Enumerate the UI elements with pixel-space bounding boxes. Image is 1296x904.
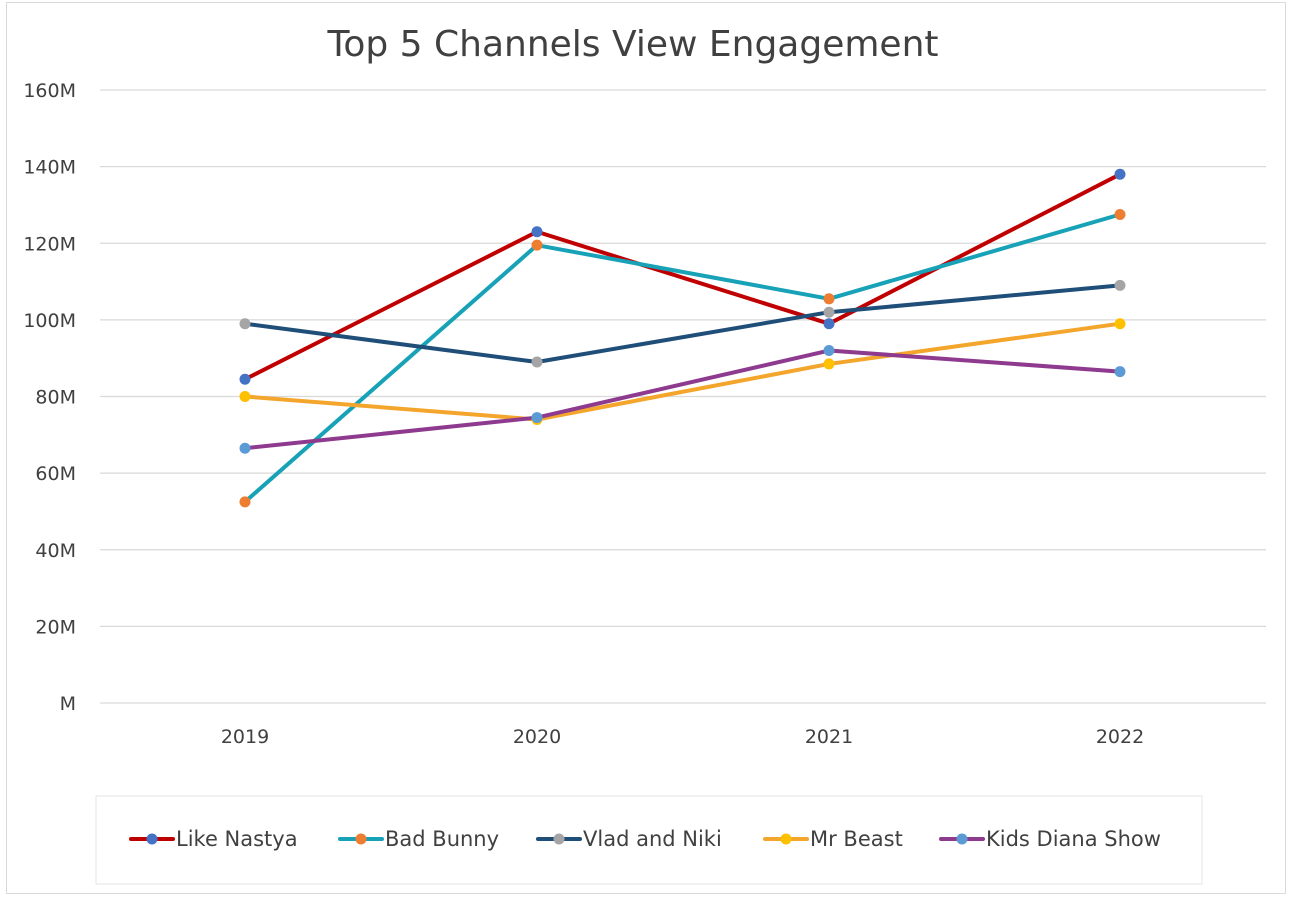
y-tick-label: 80M [35, 387, 76, 409]
legend-label: Vlad and Niki [583, 827, 722, 851]
legend-swatch-marker [355, 833, 367, 845]
data-point [531, 226, 543, 238]
y-tick-label: 160M [23, 80, 76, 102]
y-axis-ticks: M 20M 40M 60M 80M 100M 120M 140M 160M [23, 80, 76, 715]
data-point [1114, 209, 1126, 221]
data-point [1114, 318, 1126, 330]
x-tick-label: 2022 [1096, 726, 1144, 748]
y-tick-label: 100M [23, 310, 76, 332]
y-tick-label: 60M [35, 463, 76, 485]
series-line [243, 348, 1122, 451]
y-tick-label: 120M [23, 233, 76, 255]
legend-swatch-marker [780, 833, 792, 845]
data-point [531, 356, 543, 368]
y-tick-label: M [60, 693, 76, 715]
legend-label: Kids Diana Show [986, 827, 1161, 851]
data-point [239, 318, 251, 330]
data-point [1114, 168, 1126, 180]
data-point [823, 345, 835, 357]
data-point [239, 373, 251, 385]
series-line [243, 172, 1122, 382]
legend-box [95, 795, 1203, 885]
data-point [823, 318, 835, 330]
series-line [243, 321, 1122, 422]
legend: Like Nastya Bad Bunny Vlad and Niki Mr Beas… [129, 827, 1161, 851]
data-point [823, 293, 835, 305]
x-tick-label: 2020 [513, 726, 561, 748]
chart-title: Top 5 Channels View Engagement [326, 24, 938, 65]
data-point [531, 239, 543, 251]
legend-swatch-marker [956, 833, 968, 845]
y-tick-label: 20M [35, 616, 76, 638]
legend-swatch-marker [146, 833, 158, 845]
data-point [239, 442, 251, 454]
data-point [239, 391, 251, 402]
gridlines [100, 89, 1266, 704]
x-tick-label: 2021 [805, 726, 853, 748]
x-axis-ticks: 2019 2020 2021 2022 [221, 726, 1144, 748]
data-point [823, 358, 835, 370]
data-point [1114, 366, 1126, 378]
data-point [823, 306, 835, 318]
data-point [531, 412, 543, 424]
y-tick-label: 40M [35, 540, 76, 562]
data-point [239, 496, 251, 508]
legend-label: Mr Beast [810, 827, 903, 851]
legend-swatch-marker [553, 833, 565, 845]
x-tick-label: 2019 [221, 726, 269, 748]
legend-label: Like Nastya [176, 827, 298, 851]
data-point [1114, 279, 1126, 291]
chart-frame [6, 2, 1286, 894]
series-line [243, 283, 1122, 365]
legend-label: Bad Bunny [385, 827, 499, 851]
series-markers [239, 168, 1126, 508]
series-lines [243, 172, 1122, 504]
series-line [243, 212, 1122, 504]
y-tick-label: 140M [23, 157, 76, 179]
